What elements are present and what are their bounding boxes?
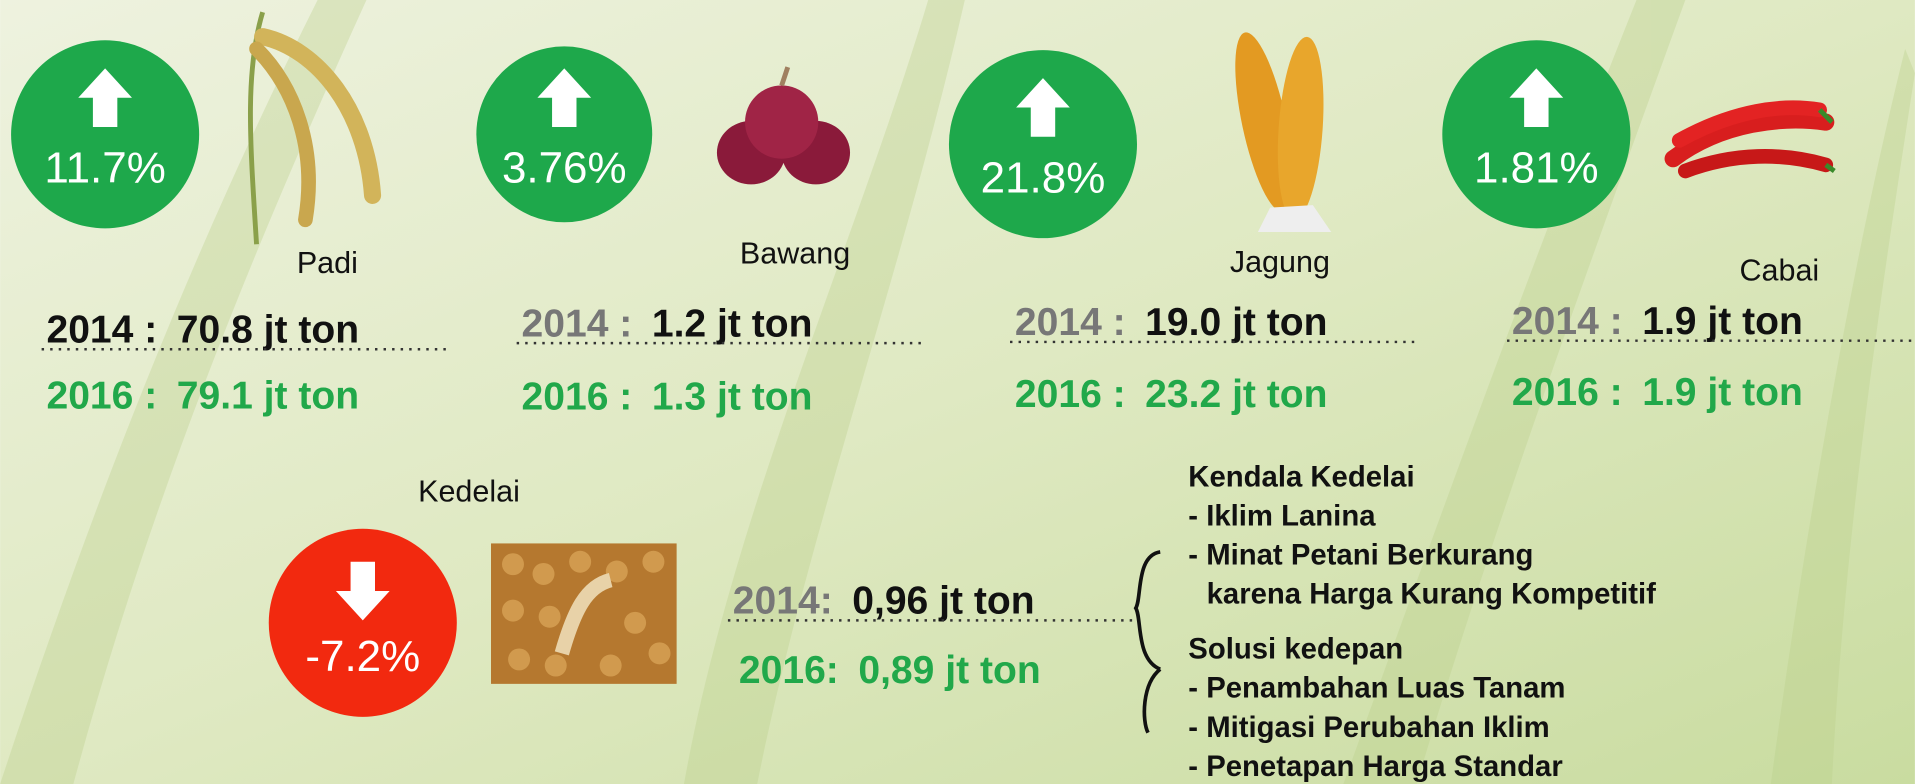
- year-label: 2014 :: [46, 308, 157, 351]
- production-value: 0,96 jt ton: [852, 580, 1034, 623]
- solution: - Mitigasi Perubahan Iklim: [1188, 711, 1549, 744]
- commodity-name: Kedelai: [418, 474, 520, 508]
- year-label: 2014 :: [1015, 301, 1126, 344]
- production-value: 19.0 jt ton: [1145, 301, 1327, 344]
- production-value: 0,89 jt ton: [858, 649, 1040, 692]
- production-value: 23.2 jt ton: [1145, 373, 1327, 416]
- production-value: 79.1 jt ton: [177, 374, 359, 417]
- commodity-name: Jagung: [1230, 245, 1330, 279]
- solution: - Penetapan Harga Standar: [1188, 750, 1562, 783]
- year-label: 2014:: [733, 580, 833, 623]
- solutions-title: Solusi kedepan: [1188, 633, 1403, 666]
- change-label: 1.81%: [1474, 144, 1599, 193]
- year-label: 2016:: [739, 649, 839, 692]
- constraints-title: Kendala Kedelai: [1188, 460, 1414, 493]
- year-label: 2016 :: [46, 374, 157, 417]
- production-value: 1.2 jt ton: [652, 302, 813, 345]
- soybean-image: [491, 543, 677, 683]
- commodity-name: Padi: [297, 246, 358, 280]
- change-label: 21.8%: [981, 153, 1106, 202]
- constraint: karena Harga Kurang Kompetitif: [1207, 578, 1657, 611]
- year-label: 2016 :: [522, 376, 633, 419]
- change-badge: [269, 529, 457, 717]
- commodity-name: Cabai: [1739, 253, 1819, 287]
- production-value: 70.8 jt ton: [177, 308, 359, 351]
- slide: 11.7% Padi 2014 : 70.8 jt ton 2016 : 79.1 jt …: [0, 0, 1915, 784]
- year-label: 2014 :: [1512, 300, 1623, 343]
- change-label: -7.2%: [305, 632, 420, 681]
- page: 11.7% Padi 2014 : 70.8 jt ton 2016 : 79.1 jt …: [0, 0, 1915, 784]
- production-value: 1.3 jt ton: [652, 376, 813, 419]
- change-label: 3.76%: [502, 144, 627, 193]
- production-value: 1.9 jt ton: [1642, 300, 1803, 343]
- commodity-name: Bawang: [740, 236, 850, 270]
- change-label: 11.7%: [44, 144, 165, 193]
- solution: - Penambahan Luas Tanam: [1188, 672, 1565, 705]
- year-label: 2016 :: [1015, 373, 1126, 416]
- year-label: 2016 :: [1512, 371, 1623, 414]
- production-value: 1.9 jt ton: [1642, 371, 1803, 414]
- year-label: 2014 :: [522, 302, 633, 345]
- constraint: - Minat Petani Berkurang: [1188, 539, 1533, 572]
- constraint: - Iklim Lanina: [1188, 500, 1376, 533]
